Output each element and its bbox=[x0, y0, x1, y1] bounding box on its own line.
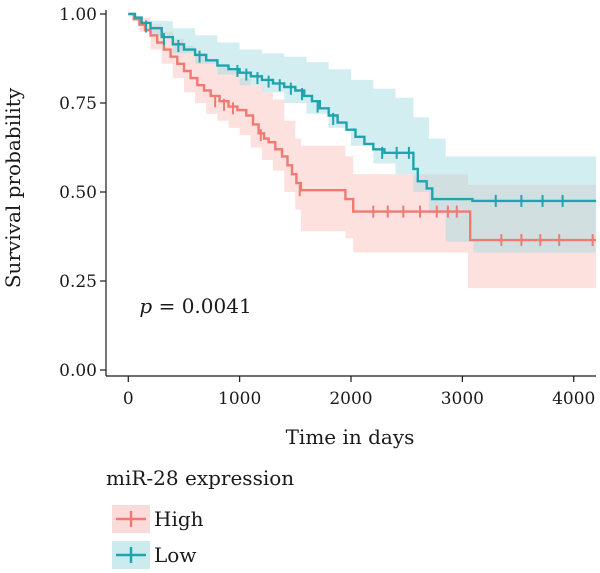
axes: 0.00 0.25 0.50 0.75 1.00 0 1000 2000 3000 4000 bbox=[59, 5, 596, 409]
y-tick-label: 0.25 bbox=[59, 272, 97, 292]
x-tick-label: 3000 bbox=[441, 389, 484, 409]
legend-item-low: Low bbox=[112, 541, 196, 569]
legend: miR-28 expression High Low bbox=[106, 466, 294, 569]
x-axis-label: Time in days bbox=[286, 425, 415, 449]
line-low bbox=[128, 12, 596, 203]
legend-label-high: High bbox=[154, 507, 204, 531]
p-value-text: = 0.0041 bbox=[152, 294, 251, 318]
x-tick-label: 4000 bbox=[552, 389, 595, 409]
y-tick-label: 1.00 bbox=[59, 5, 97, 25]
p-value-annotation: p = 0.0041 bbox=[139, 294, 251, 318]
legend-item-high: High bbox=[112, 505, 204, 533]
x-tick-label: 1000 bbox=[218, 389, 261, 409]
y-tick-label: 0.00 bbox=[59, 361, 97, 381]
x-tick-label: 2000 bbox=[329, 389, 372, 409]
censor-marks bbox=[145, 20, 594, 247]
y-tick-label: 0.75 bbox=[59, 94, 97, 114]
y-axis-label: Survival probability bbox=[1, 87, 25, 288]
legend-title: miR-28 expression bbox=[106, 466, 294, 490]
y-tick-label: 0.50 bbox=[59, 183, 97, 203]
x-tick-label: 0 bbox=[123, 389, 134, 409]
legend-label-low: Low bbox=[154, 543, 196, 567]
p-symbol: p bbox=[139, 294, 152, 318]
